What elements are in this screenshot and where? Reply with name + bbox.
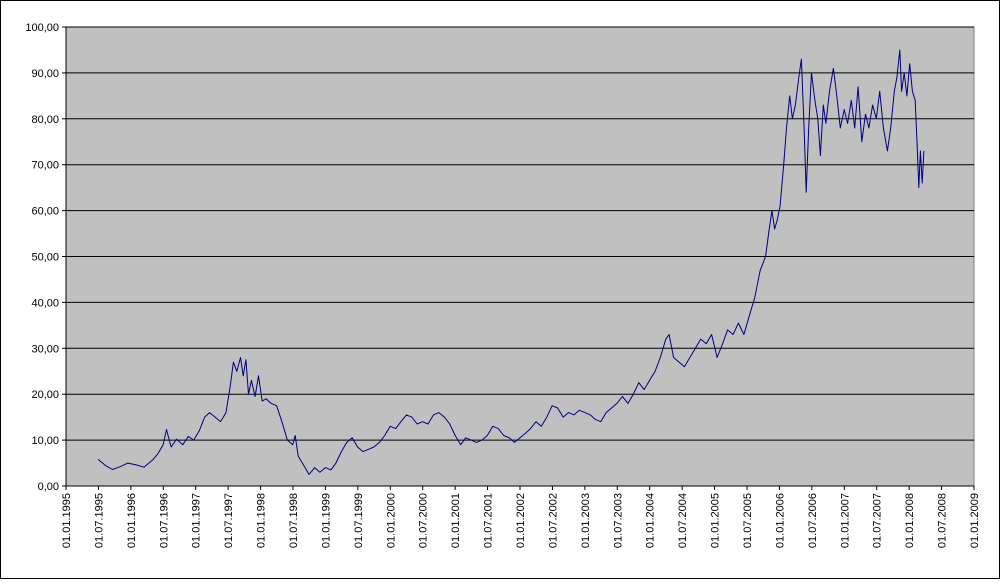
x-tick-label: 01.07.1995 [93, 493, 105, 548]
y-tick-label: 60,00 [31, 206, 59, 218]
y-tick-label: 40,00 [31, 297, 59, 309]
x-tick-label: 01.01.2002 [515, 493, 527, 548]
x-tick-label: 01.01.1995 [61, 493, 73, 548]
y-tick-label: 10,00 [31, 435, 59, 447]
x-tick-label: 01.07.2003 [612, 493, 624, 548]
x-tick-label: 01.07.2004 [677, 493, 689, 548]
x-tick-label: 01.01.1996 [126, 493, 138, 548]
x-tick-label: 01.01.1997 [191, 493, 203, 548]
y-tick-label: 80,00 [31, 114, 59, 126]
y-tick-label: 20,00 [31, 389, 59, 401]
y-axis: 0,00 10,00 20,00 30,00 40,00 50,00 60,00 70,00 8… [25, 22, 67, 493]
x-tick-label: 01.07.1998 [288, 493, 300, 548]
y-tick-label: 0,00 [38, 481, 59, 493]
x-tick-label: 01.01.2008 [904, 493, 916, 548]
y-tick-label: 90,00 [31, 68, 59, 80]
x-tick-label: 01.07.2002 [547, 493, 559, 548]
x-tick-label: 01.07.1999 [353, 493, 365, 548]
y-tick-label: 50,00 [31, 252, 59, 264]
series-group [97, 49, 925, 475]
x-tick-label: 01.01.2000 [385, 493, 397, 548]
x-tick-label: 01.01.1999 [320, 493, 332, 548]
x-axis: 01.01.1995 01.07.1995 01.01.1996 01.07.1996… [61, 485, 981, 548]
x-tick-label: 01.01.2006 [774, 493, 786, 548]
x-tick-label: 01.01.2003 [580, 493, 592, 548]
x-tick-label: 01.01.2001 [450, 493, 462, 548]
series-line [97, 49, 925, 475]
x-tick-label: 01.07.2000 [418, 493, 430, 548]
y-tick-label: 100,00 [25, 22, 59, 34]
x-tick-label: 01.01.2007 [839, 493, 851, 548]
x-tick-label: 01.01.2004 [645, 493, 657, 548]
x-tick-label: 01.07.2007 [872, 493, 884, 548]
y-tick-label: 70,00 [31, 160, 59, 172]
x-tick-label: 01.07.2008 [937, 493, 949, 548]
x-tick-label: 01.07.1997 [223, 493, 235, 548]
x-tick-label: 01.07.2001 [483, 493, 495, 548]
gridlines [66, 26, 974, 441]
x-tick-label: 01.07.2005 [742, 493, 754, 548]
x-tick-label: 01.01.2009 [969, 493, 981, 548]
x-tick-label: 01.01.1998 [256, 493, 268, 548]
y-tick-label: 30,00 [31, 343, 59, 355]
x-tick-label: 01.07.2006 [807, 493, 819, 548]
x-tick-label: 01.01.2005 [710, 493, 722, 548]
x-tick-label: 01.07.1996 [158, 493, 170, 548]
